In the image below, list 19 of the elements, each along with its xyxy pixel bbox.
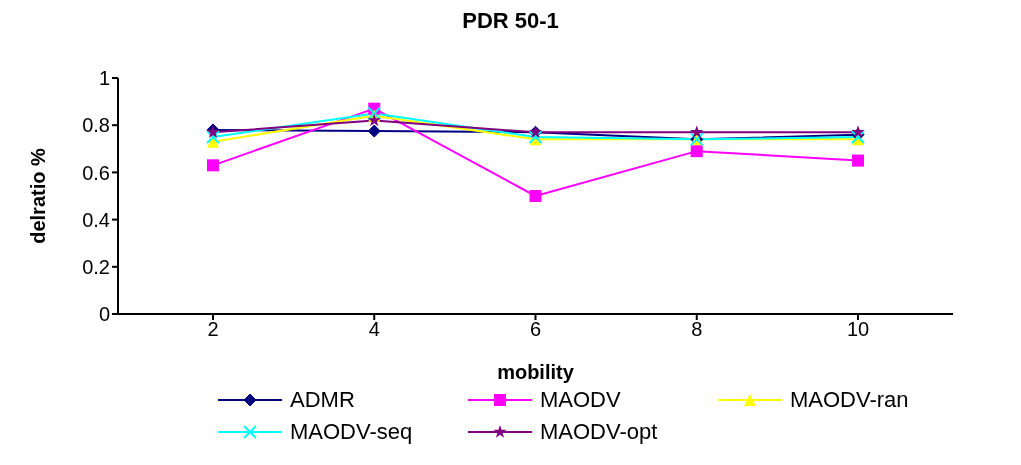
y-tick-label: 0 [98, 303, 110, 326]
y-axis-title: delratio % [27, 148, 50, 244]
y-tick-label: 0.2 [82, 255, 110, 278]
x-tick-label: 4 [368, 318, 380, 341]
y-tick-label: 0.6 [82, 161, 110, 184]
x-tick-label: 2 [207, 318, 219, 341]
y-tick-label: 0.8 [82, 114, 110, 137]
legend-label: ADMR [290, 387, 355, 413]
legend-label: MAODV [540, 387, 621, 413]
x-axis-title: mobility [497, 361, 575, 383]
legend-label: MAODV-opt [540, 419, 658, 445]
chart-title: PDR 50-1 [461, 8, 560, 35]
y-tick-label: 1 [98, 67, 110, 90]
y-tick-label: 0.4 [82, 208, 110, 231]
x-tick-label: 8 [691, 318, 703, 341]
legend-label: MAODV-seq [290, 419, 413, 445]
x-tick-label: 6 [529, 318, 542, 341]
legend-label: MAODV-ran [790, 387, 909, 413]
x-tick-label: 10 [846, 318, 870, 341]
